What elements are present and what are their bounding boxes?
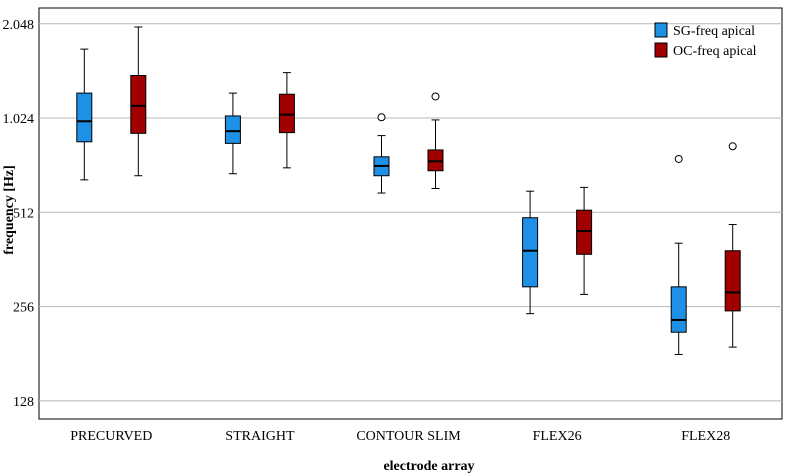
box-group (373, 113, 390, 194)
gridlines (39, 23, 782, 402)
box (576, 209, 593, 255)
box (224, 115, 241, 144)
y-axis-ticks: 128 256 512 1.024 2.048 (3, 18, 35, 410)
box-group (427, 92, 444, 189)
box-group (576, 186, 593, 295)
box-group (670, 154, 687, 355)
box (76, 92, 93, 143)
x-tick-label: FLEX26 (533, 429, 582, 444)
box-group (130, 26, 147, 177)
legend-label: OC-freq apical (673, 44, 757, 59)
box-group (724, 142, 741, 348)
legend: SG-freq apical OC-freq apical (654, 22, 757, 59)
y-tick-label: 2.048 (3, 18, 35, 33)
box-group (278, 72, 295, 169)
box (724, 250, 741, 312)
box (278, 93, 295, 134)
box (522, 217, 539, 288)
x-tick-label: PRECURVED (70, 429, 152, 444)
box-group (522, 190, 539, 315)
x-tick-label: FLEX28 (681, 429, 730, 444)
plot-frame (38, 7, 783, 420)
y-axis-label: frequency [Hz] (2, 165, 17, 255)
outlier-point (674, 154, 683, 163)
box-group (76, 48, 93, 181)
box (130, 75, 147, 134)
y-tick-label: 128 (13, 395, 34, 410)
outlier-point (728, 142, 737, 151)
box-series (76, 26, 741, 355)
x-axis-label: electrode array (383, 459, 474, 474)
box-group (224, 92, 241, 175)
y-tick-label: 1.024 (3, 112, 35, 127)
y-tick-label: 512 (13, 206, 34, 221)
outlier-point (431, 92, 440, 101)
legend-label: SG-freq apical (673, 24, 755, 39)
outlier-point (377, 113, 386, 122)
legend-swatch (654, 42, 668, 58)
box (670, 286, 687, 333)
x-tick-label: CONTOUR SLIM (356, 429, 461, 444)
y-tick-label: 256 (13, 301, 34, 316)
legend-swatch (654, 22, 668, 38)
x-tick-label: STRAIGHT (225, 429, 295, 444)
x-axis-ticks: PRECURVED STRAIGHT CONTOUR SLIM FLEX26 FLEX2… (70, 429, 730, 444)
